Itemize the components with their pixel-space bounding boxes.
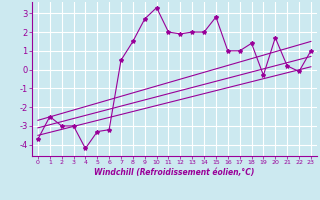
- X-axis label: Windchill (Refroidissement éolien,°C): Windchill (Refroidissement éolien,°C): [94, 168, 255, 177]
